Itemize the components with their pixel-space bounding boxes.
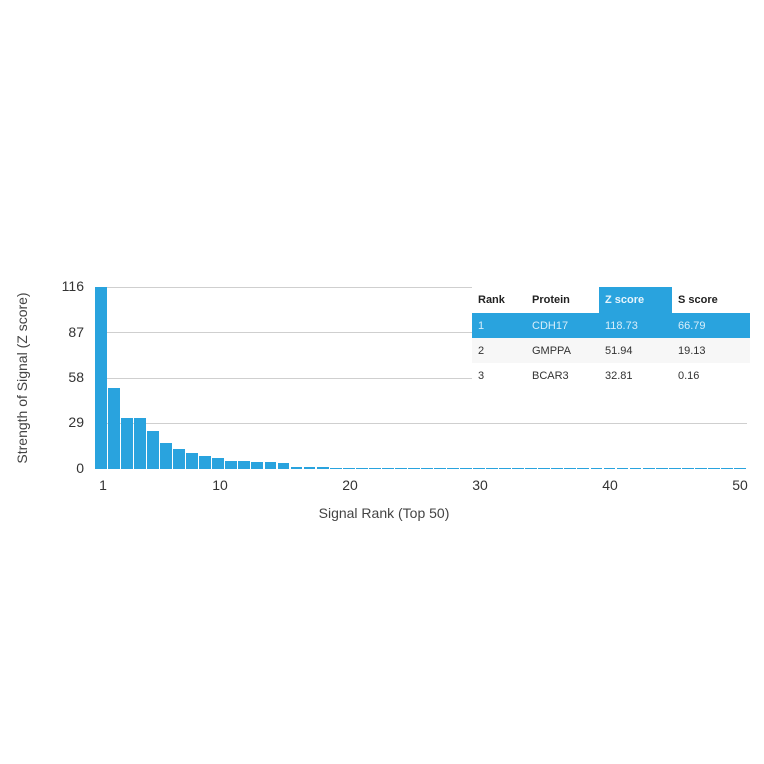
header-s-score: S score <box>678 294 718 306</box>
table-header-row: Rank Protein Z score S score <box>472 287 750 313</box>
bar-rank-47 <box>694 468 707 469</box>
x-tick-30: 30 <box>472 477 488 493</box>
x-tick-40: 40 <box>602 477 618 493</box>
cell-protein: BCAR3 <box>532 369 569 382</box>
cell-rank: 2 <box>478 344 485 357</box>
x-tick-20: 20 <box>342 477 358 493</box>
header-protein: Protein <box>532 294 570 306</box>
y-tick-29: 29 <box>68 414 84 430</box>
y-axis-label: Strength of Signal (Z score) <box>14 292 30 464</box>
bar-rank-10 <box>212 458 225 469</box>
bar-rank-30 <box>473 468 485 469</box>
bar-rank-6 <box>160 443 173 469</box>
bar-rank-17 <box>303 466 316 469</box>
bar-rank-43 <box>642 468 655 469</box>
bar-rank-32 <box>499 468 512 469</box>
bar-rank-1 <box>95 287 107 469</box>
y-tick-116: 116 <box>61 278 84 294</box>
cell-rank: 3 <box>478 369 485 382</box>
bar-rank-31 <box>486 468 499 469</box>
cell-s-score: 19.13 <box>678 344 706 357</box>
x-tick-1: 1 <box>99 477 107 493</box>
bar-rank-15 <box>277 463 290 469</box>
table-row: 2 GMPPA 51.94 19.13 <box>472 338 750 363</box>
cell-rank: 1 <box>478 319 485 332</box>
bar-rank-16 <box>290 466 303 469</box>
bar-rank-50 <box>733 468 746 469</box>
bar-rank-49 <box>720 468 733 469</box>
bar-rank-27 <box>434 468 446 469</box>
gridline-116 <box>95 287 747 288</box>
bar-rank-48 <box>707 468 720 469</box>
y-tick-87: 87 <box>68 324 84 340</box>
bar-rank-18 <box>316 467 329 469</box>
cell-z-score: 118.73 <box>605 319 638 332</box>
bar-rank-42 <box>629 468 642 469</box>
bar-rank-39 <box>590 468 603 469</box>
bar-rank-14 <box>264 462 277 469</box>
cell-protein: GMPPA <box>532 344 571 357</box>
cell-z-score: 32.81 <box>605 369 633 382</box>
bar-rank-41 <box>616 468 629 469</box>
y-tick-0: 0 <box>76 460 84 476</box>
bar-rank-12 <box>238 461 251 469</box>
bar-rank-25 <box>407 468 420 469</box>
bar-rank-40 <box>603 468 616 469</box>
bar-rank-13 <box>251 461 264 469</box>
x-axis-label: Signal Rank (Top 50) <box>318 505 450 521</box>
bar-rank-44 <box>655 468 668 469</box>
bar-rank-4 <box>134 418 146 469</box>
cell-s-score: 0.16 <box>678 369 700 382</box>
bar-rank-33 <box>512 468 525 469</box>
bar-rank-3 <box>121 417 133 469</box>
bar-rank-45 <box>668 468 681 469</box>
gridline-29 <box>95 423 747 424</box>
bar-rank-21 <box>355 468 368 469</box>
bar-rank-11 <box>225 461 238 469</box>
bar-rank-38 <box>577 468 590 469</box>
header-rank: Rank <box>478 294 505 306</box>
top-proteins-table: Rank Protein Z score S score 1 CDH17 118… <box>472 287 750 388</box>
bar-rank-5 <box>147 431 159 469</box>
bar-rank-23 <box>381 468 394 469</box>
table-row: 3 BCAR3 32.81 0.16 <box>472 363 750 388</box>
gridline-58 <box>95 378 747 379</box>
bar-rank-37 <box>564 468 577 469</box>
cell-z-score: 51.94 <box>605 344 633 357</box>
plot-area <box>95 287 747 469</box>
bar-rank-24 <box>394 468 407 469</box>
bar-rank-20 <box>342 468 355 469</box>
table-row: 1 CDH17 118.73 66.79 <box>472 313 750 338</box>
bar-rank-19 <box>329 467 342 469</box>
bar-rank-7 <box>173 449 186 469</box>
bar-rank-26 <box>421 468 433 469</box>
bar-rank-2 <box>108 387 120 469</box>
bar-rank-28 <box>447 468 459 469</box>
bar-rank-9 <box>199 456 212 469</box>
cell-s-score: 66.79 <box>678 319 706 332</box>
x-tick-50: 50 <box>732 477 748 493</box>
bar-rank-36 <box>551 468 564 469</box>
bar-rank-35 <box>538 468 551 469</box>
cell-protein: CDH17 <box>532 319 569 332</box>
bar-rank-46 <box>681 468 694 469</box>
header-z-score: Z score <box>599 287 672 313</box>
y-tick-58: 58 <box>68 369 84 385</box>
bar-rank-34 <box>525 468 538 469</box>
x-tick-10: 10 <box>212 477 228 493</box>
bar-rank-22 <box>368 468 381 469</box>
bar-rank-29 <box>460 468 472 469</box>
bar-rank-8 <box>186 453 199 469</box>
gridline-87 <box>95 332 747 333</box>
